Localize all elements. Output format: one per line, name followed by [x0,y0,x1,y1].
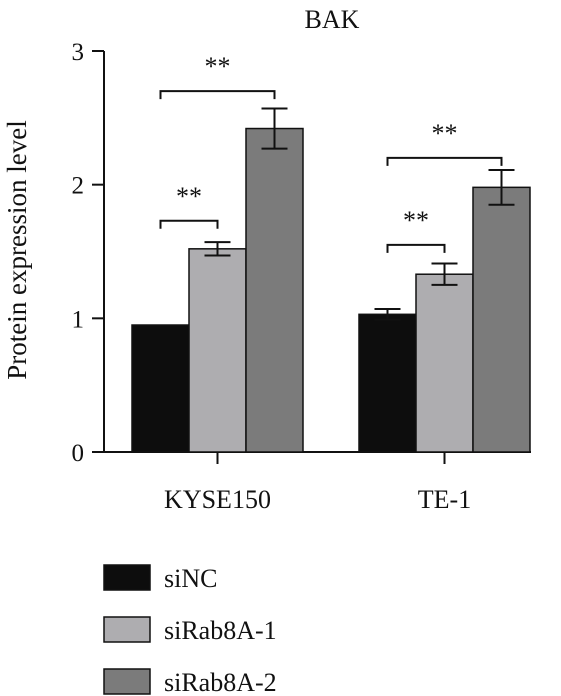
significance-bracket [386,156,503,166]
significance-label: ** [403,206,429,235]
bar [358,313,417,453]
legend-swatch [103,616,151,643]
y-tick-label: 0 [72,440,85,467]
chart-title: BAK [305,5,360,34]
significance-markers: ** ** ** ** [159,52,503,253]
bar [472,186,531,453]
bar [131,324,190,453]
significance-label: ** [432,119,458,148]
legend-swatch [103,668,151,695]
significance-bracket [386,243,446,253]
y-tick-label: 1 [72,306,85,333]
significance-label: ** [176,182,202,211]
significance-bracket [159,90,276,100]
legend-label: siRab8A-1 [164,616,277,645]
significance-bracket [159,219,219,229]
category-label: TE-1 [418,485,471,514]
bars [131,107,531,453]
category-label: KYSE150 [164,485,271,514]
legend-label: siRab8A-2 [164,668,277,696]
legend: siNC siRab8A-1 siRab8A-2 [103,564,277,696]
bar [245,127,304,453]
bar [188,248,247,453]
y-tick-label: 2 [72,173,85,200]
legend-swatch [103,564,151,591]
bar [415,273,474,453]
y-axis-label: Protein expression level [2,120,32,379]
legend-label: siNC [164,564,217,593]
y-tick-label: 3 [72,39,85,66]
significance-label: ** [205,52,231,81]
